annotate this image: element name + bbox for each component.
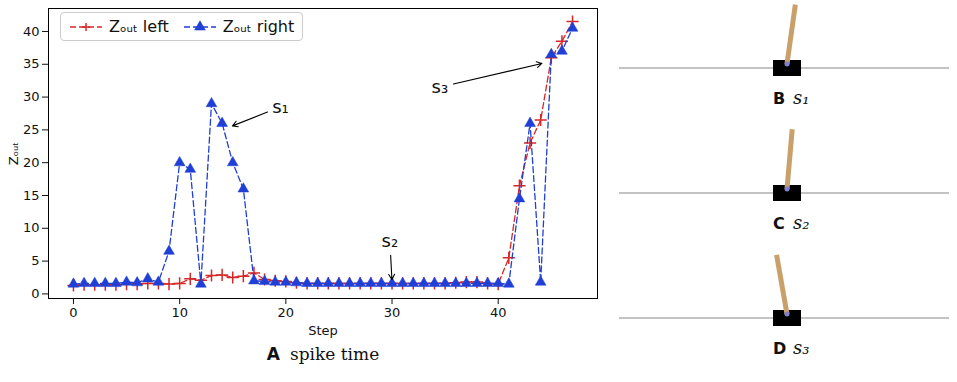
svg-text:10: 10 — [171, 305, 188, 320]
html-text:A: A — [266, 344, 280, 364]
svg-text:s₃: s₃ — [432, 76, 449, 97]
svg-text:35: 35 — [23, 56, 40, 71]
svg-text:30: 30 — [384, 305, 401, 320]
svg-text:20: 20 — [278, 305, 295, 320]
html-text:Zₒᵤₜ right: Zₒᵤₜ right — [222, 17, 295, 36]
svg-text:0: 0 — [69, 305, 77, 320]
svg-text:0: 0 — [31, 286, 39, 301]
html-text:spike time: spike time — [290, 344, 380, 364]
svg-text:C: C — [773, 214, 785, 233]
svg-text:s₁: s₁ — [272, 96, 289, 117]
svg-text:s₁: s₁ — [793, 87, 809, 108]
svg-text:20: 20 — [23, 155, 40, 170]
svg-text:30: 30 — [23, 89, 40, 104]
svg-text:10: 10 — [23, 220, 40, 235]
svg-text:40: 40 — [23, 24, 40, 39]
svg-text:5: 5 — [31, 253, 39, 268]
html-text:Zₒᵤₜ left: Zₒᵤₜ left — [109, 17, 169, 36]
svg-text:40: 40 — [490, 305, 507, 320]
svg-text:B: B — [773, 89, 785, 108]
svg-text:Step: Step — [308, 323, 338, 338]
svg-text:s₂: s₂ — [793, 212, 809, 233]
svg-text:s₂: s₂ — [382, 230, 399, 251]
svg-text:15: 15 — [23, 188, 40, 203]
svg-text:s₃: s₃ — [793, 337, 809, 358]
svg-text:Zₒᵤₜ: Zₒᵤₜ — [6, 142, 21, 166]
svg-text:D: D — [773, 339, 786, 358]
svg-text:25: 25 — [23, 122, 40, 137]
